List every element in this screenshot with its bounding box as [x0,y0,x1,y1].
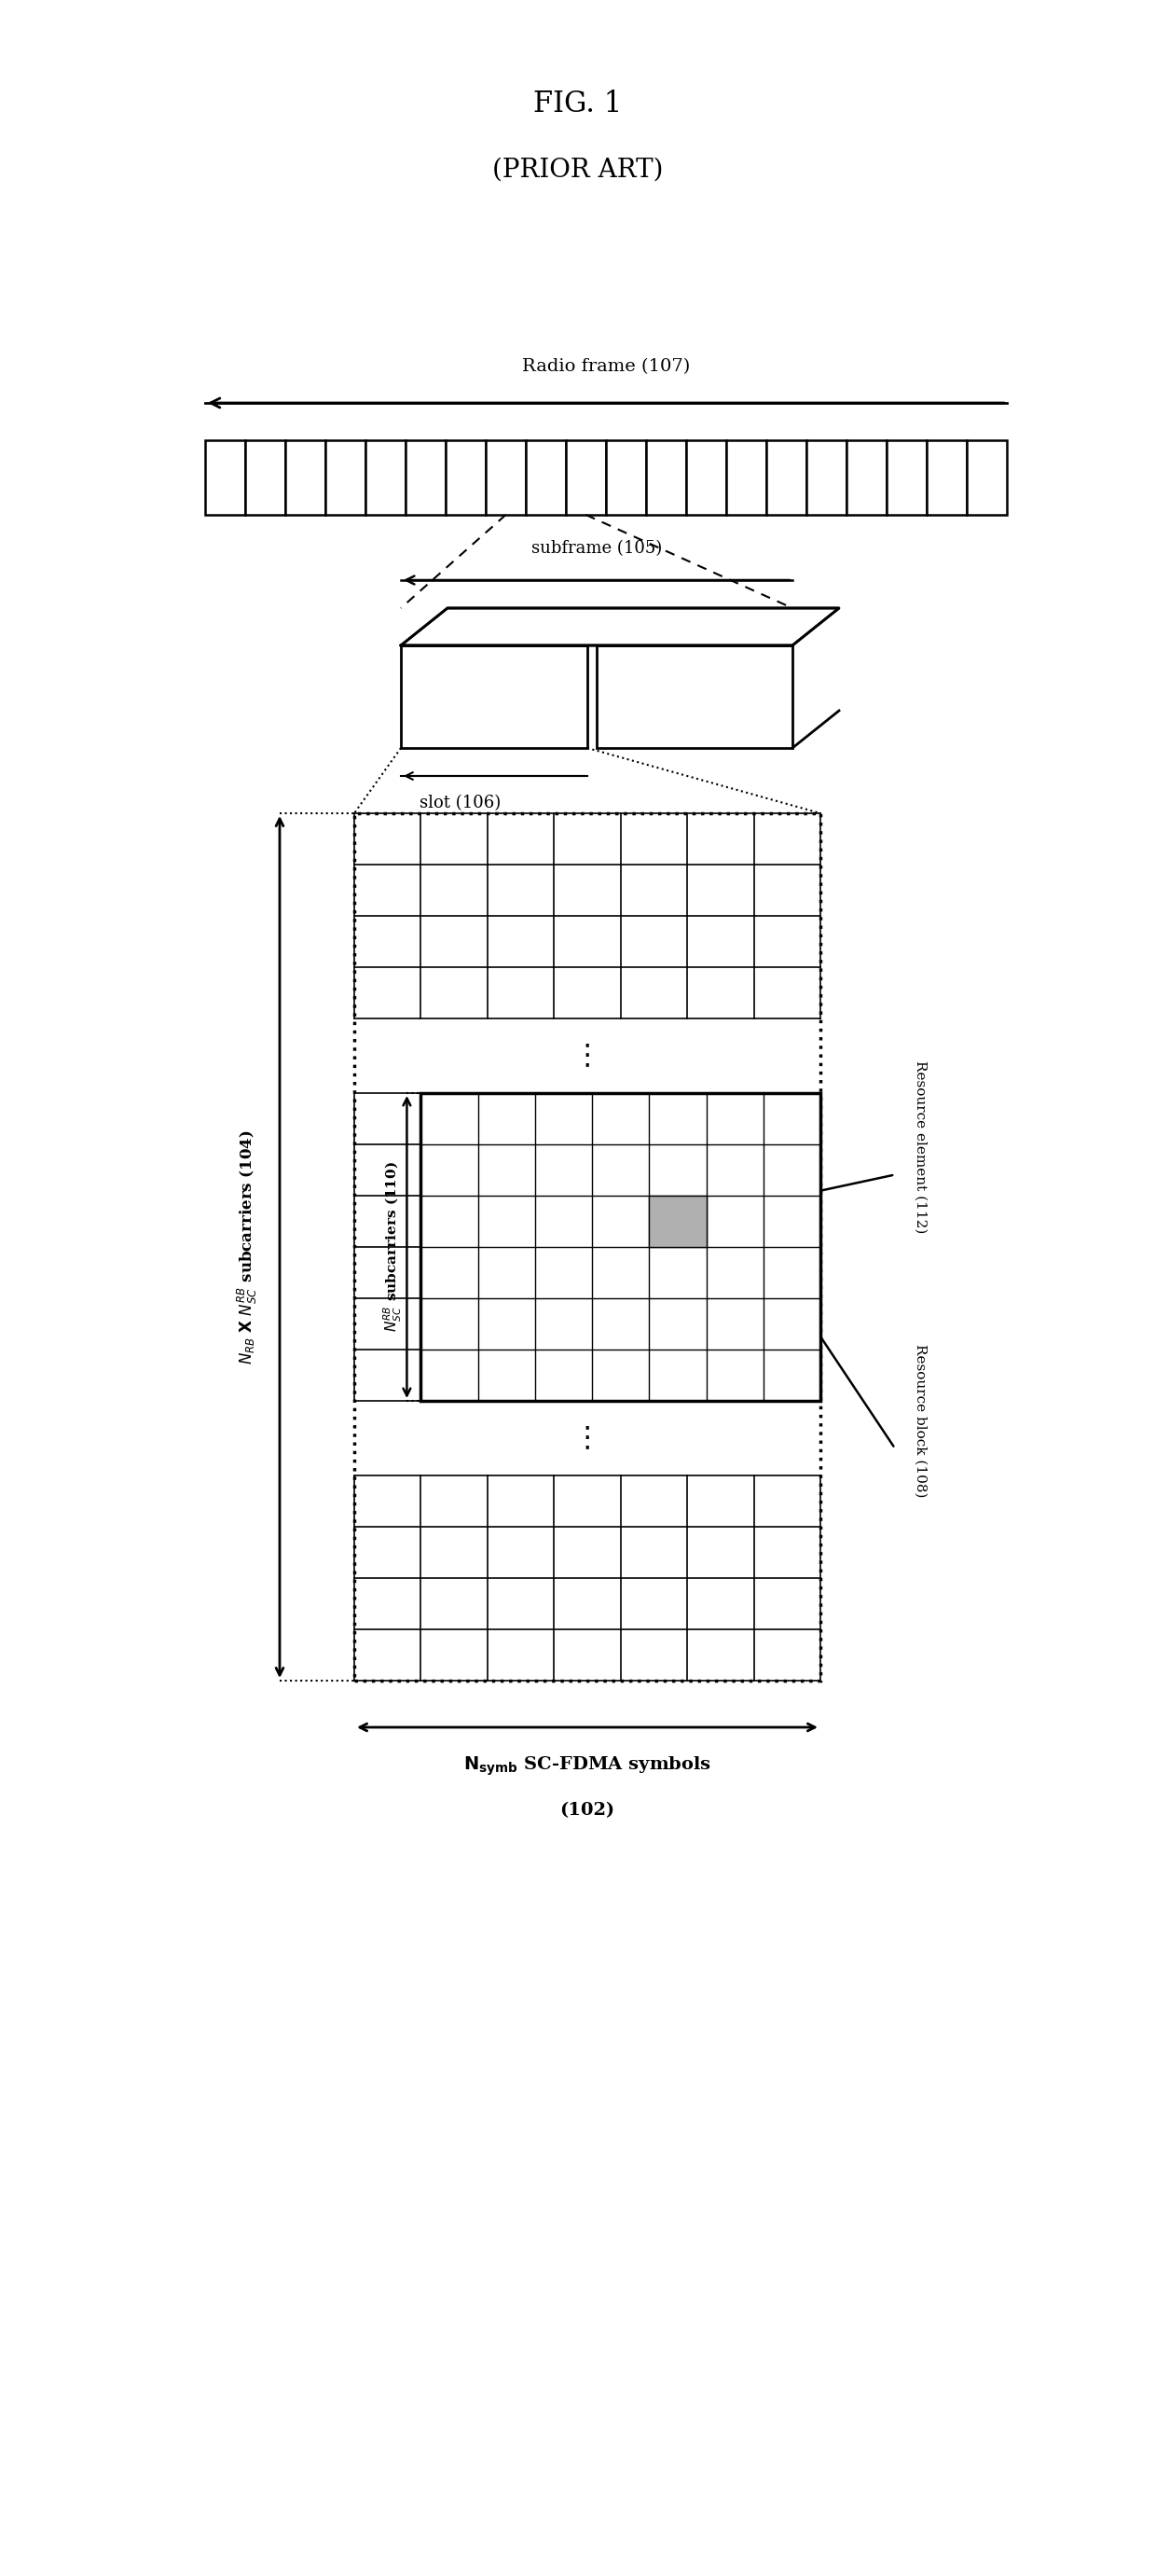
Text: (PRIOR ART): (PRIOR ART) [492,157,664,183]
Text: slot (106): slot (106) [420,793,501,811]
Bar [766,440,807,515]
Text: Resource element (112): Resource element (112) [913,1061,927,1234]
Bar [401,647,587,747]
Bar [887,440,927,515]
Text: ⋮: ⋮ [573,1043,601,1069]
Text: FIG. 1: FIG. 1 [534,90,622,118]
Bar [596,647,792,747]
Text: Resource block (108): Resource block (108) [913,1345,927,1497]
Bar [927,440,966,515]
Bar [526,440,566,515]
Bar [205,440,245,515]
Bar [807,440,846,515]
Text: (102): (102) [560,1801,615,1819]
Bar [354,814,821,1680]
Bar [650,1195,706,1247]
Bar [646,440,687,515]
Bar [846,440,887,515]
Text: $\mathbf{N_{symb}}$ SC-FDMA symbols: $\mathbf{N_{symb}}$ SC-FDMA symbols [464,1754,711,1777]
Text: $N_{RB}\ \mathbf{X}\ N^{RB}_{SC}$ subcarriers (104): $N_{RB}\ \mathbf{X}\ N^{RB}_{SC}$ subcar… [236,1128,259,1365]
Bar [365,440,406,515]
Text: $N^{RB}_{SC}$ subcarriers (110): $N^{RB}_{SC}$ subcarriers (110) [383,1162,403,1332]
Bar [566,440,606,515]
Bar [486,440,526,515]
Bar [245,440,286,515]
Bar [606,440,646,515]
Polygon shape [401,608,839,647]
Bar [421,1092,821,1401]
Bar [966,440,1007,515]
Bar [687,440,726,515]
Text: ⋮: ⋮ [573,1425,601,1453]
Bar [286,440,325,515]
Bar [726,440,766,515]
Bar [325,440,365,515]
Bar [406,440,445,515]
Text: Radio frame (107): Radio frame (107) [523,358,690,376]
Text: subframe (105): subframe (105) [532,541,662,556]
Bar [445,440,486,515]
